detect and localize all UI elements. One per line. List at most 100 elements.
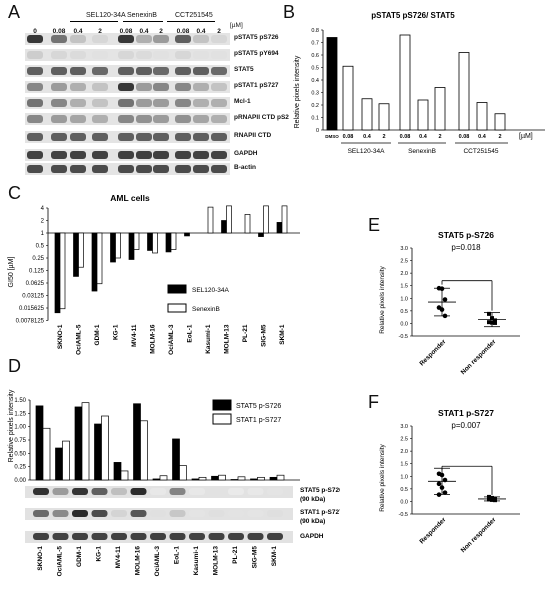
x-tick-label: 0.4	[419, 134, 428, 140]
y-tick-label: 0.015625	[19, 306, 45, 312]
x-tick-label: 0.08	[459, 134, 470, 140]
bar	[361, 98, 373, 131]
bar	[91, 232, 98, 292]
y-tick-label: 0.5	[311, 66, 319, 72]
dose-label: 2	[98, 28, 102, 35]
x-tick-label: Non responder	[460, 516, 498, 554]
chart-e-title: STAT5 p-S726	[438, 230, 494, 240]
x-tick-label: MV4-11	[115, 546, 122, 569]
x-tick-label: SIG-M5	[252, 546, 259, 569]
bar	[152, 478, 161, 481]
blot-band	[91, 533, 108, 540]
x-tick-label: 0.4	[478, 134, 487, 140]
data-point	[493, 498, 497, 503]
blot-band	[27, 35, 43, 43]
y-tick-label: 0.1	[311, 116, 319, 122]
bar	[78, 232, 84, 268]
blot-label: GAPDH	[300, 533, 324, 540]
bar	[258, 232, 264, 237]
unit-label: [µM]	[230, 22, 243, 29]
bar	[147, 232, 153, 251]
bar	[250, 478, 258, 481]
blot-band	[153, 99, 169, 107]
blot-row-label: pSTAT1 pS727	[234, 82, 279, 89]
bar	[165, 232, 172, 253]
y-tick-label: 0.5	[36, 244, 45, 250]
panel-b-label: B	[283, 2, 296, 22]
blot-row-label: STAT5	[234, 66, 254, 73]
y-tick-label: 1.0	[400, 474, 408, 480]
blot-band	[211, 83, 227, 91]
dose-label: 0.4	[196, 28, 206, 35]
bar	[269, 476, 278, 481]
blot-band	[153, 67, 169, 75]
blot-band	[193, 67, 209, 75]
bar	[170, 232, 177, 250]
y-tick-label: 1.00	[14, 425, 26, 431]
bar	[96, 232, 103, 285]
group-label: SEL120-34A	[348, 148, 386, 155]
x-tick-label: 2	[438, 134, 441, 140]
x-tick-label: MOLM-13	[213, 546, 220, 576]
bar	[342, 65, 354, 131]
x-tick-label: OciAML-3	[154, 546, 161, 577]
dose-label: 0.4	[73, 28, 83, 35]
y-tick-label: 0.4	[311, 78, 319, 84]
blot-band	[153, 115, 169, 123]
bar	[221, 220, 227, 234]
y-tick-label: 0.0	[400, 321, 408, 327]
blot-band	[51, 151, 67, 159]
bar	[73, 232, 79, 277]
bar	[133, 403, 141, 481]
data-point	[493, 318, 497, 323]
chart-f-title: STAT1 p-S727	[438, 408, 494, 418]
blot-band	[247, 533, 264, 540]
blot-band	[150, 533, 166, 540]
x-tick-label: EoL-1	[174, 546, 181, 564]
bar	[172, 438, 180, 481]
blot-band	[51, 115, 67, 123]
blot-band	[118, 67, 134, 75]
x-tick-label: EoL-1	[187, 324, 194, 342]
panel-d-svg: Relative pixels intensity 0.00 0.25 0.50 0.…	[8, 389, 343, 577]
bar	[257, 476, 265, 481]
y-tick-label: 0.3	[311, 91, 319, 97]
blot-band	[27, 115, 43, 123]
bar	[476, 102, 488, 131]
bar	[211, 475, 219, 481]
blot-band	[153, 51, 169, 59]
bar	[326, 37, 338, 131]
blot-band	[70, 35, 86, 43]
x-tick-label: Kasumi-1	[205, 324, 212, 354]
panel-d-chart: Relative pixels intensity 0.00 0.25 0.50 0.…	[0, 368, 343, 597]
data-point	[436, 481, 442, 487]
x-tick-label: GDM-1	[76, 546, 83, 567]
x-tick-label: KG-1	[96, 546, 103, 562]
y-tick-label: 1.5	[400, 284, 408, 290]
bar	[179, 465, 187, 481]
bar	[198, 476, 207, 481]
panel-b-chart: pSTAT5 pS726/ STAT5 Relative pixels inte…	[283, 0, 550, 190]
blot-band	[92, 99, 108, 107]
blot-band	[92, 115, 108, 123]
legend-label: SEL120-34A	[192, 287, 230, 294]
chart-c-title: AML cells	[110, 193, 150, 203]
group-label-cct: CCT251545	[175, 12, 213, 19]
bar	[263, 205, 269, 234]
y-tick-label: 0.75	[14, 438, 26, 444]
blot-band	[189, 533, 205, 540]
blot-band	[175, 165, 191, 173]
blot-band	[208, 510, 225, 517]
blot-band	[130, 533, 147, 540]
blot-band	[136, 133, 152, 141]
blot-band	[136, 35, 152, 43]
blot-band	[136, 115, 152, 123]
blot-band	[175, 51, 191, 59]
blot-band	[118, 83, 134, 91]
blot-band	[92, 83, 108, 91]
x-tick-label: SKNO-1	[57, 324, 64, 349]
chart-f-ylabel: Relative pixels intensity	[379, 443, 386, 511]
bar	[54, 232, 61, 314]
x-tick-label: MOLM-13	[224, 324, 231, 354]
group-label: CCT251545	[463, 148, 498, 155]
